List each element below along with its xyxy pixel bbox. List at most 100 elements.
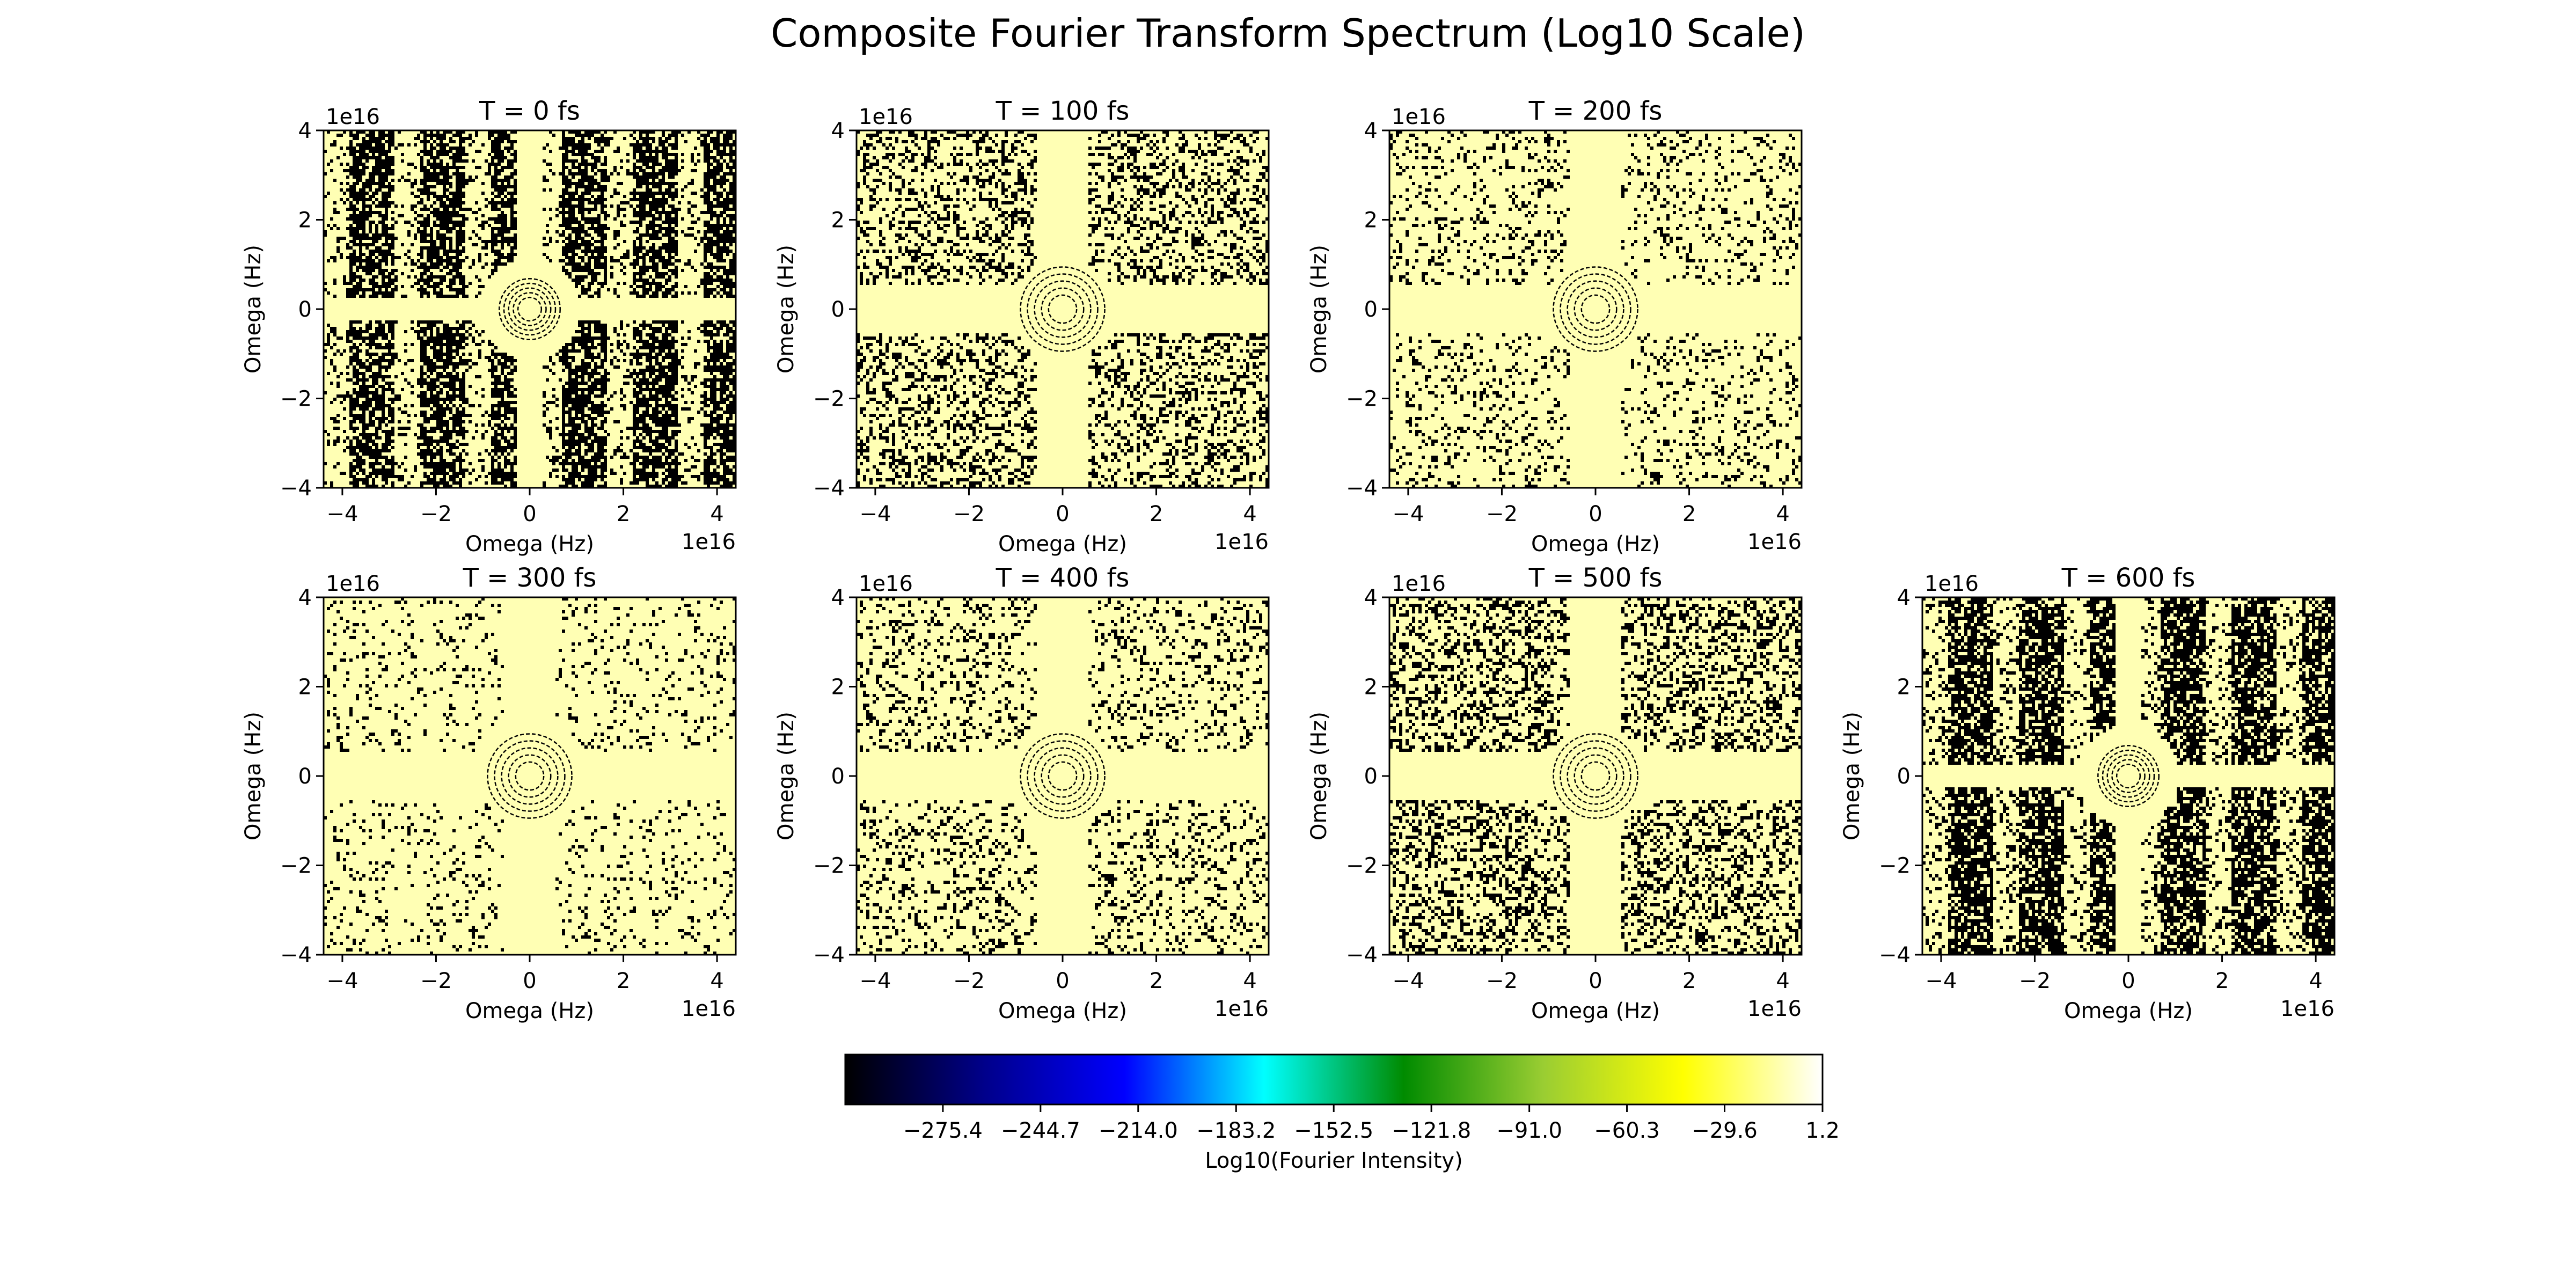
x-tick-label: 4 <box>1243 502 1256 526</box>
x-tick-label: −4 <box>326 502 358 526</box>
ring-contour-2 <box>1034 280 1092 338</box>
colorbar-tick-label: −29.6 <box>1692 1118 1758 1143</box>
x-axis-label: Omega (Hz) <box>2064 999 2193 1023</box>
ring-contour-1 <box>1574 754 1618 798</box>
x-tick-label: −4 <box>1392 502 1424 526</box>
ring-contour-2 <box>1567 280 1624 338</box>
y-tick-label: 4 <box>1897 586 1911 610</box>
ring-contour-3 <box>494 740 566 812</box>
noise-field <box>1922 597 2334 955</box>
y-tick-label: 0 <box>1897 764 1911 789</box>
x-tick-label: −4 <box>859 969 891 993</box>
y-tick-label: −2 <box>813 854 845 879</box>
ring-contour-2 <box>508 287 552 331</box>
x-tick-label: 0 <box>1589 969 1602 993</box>
y-axis-label: Omega (Hz) <box>774 245 799 374</box>
x-tick-label: −2 <box>420 502 452 526</box>
y-tick-label: 2 <box>1364 675 1378 700</box>
noise-field <box>324 597 736 955</box>
ring-contours <box>1549 262 1642 356</box>
y-tick-label: 0 <box>298 764 312 789</box>
panel-title: T = 600 fs <box>2061 563 2196 593</box>
x-tick-label: −2 <box>953 502 985 526</box>
panel-title: T = 200 fs <box>1528 96 1663 126</box>
panel-5: −4 −2 0 2 4 −4 −2 0 2 4 1e16 1e16 Omega (Hz) Omega (H… <box>1307 563 1803 1023</box>
ring-contour-1 <box>1574 287 1618 331</box>
ring-contour-0 <box>517 296 543 322</box>
x-axis-label: Omega (Hz) <box>998 999 1127 1023</box>
panel-4: −4 −2 0 2 4 −4 −2 0 2 4 1e16 1e16 Omega (Hz) Omega (H… <box>774 563 1270 1023</box>
y-scale-offset: 1e16 <box>859 572 913 596</box>
x-tick-label: 2 <box>1150 969 1163 993</box>
y-tick-label: 4 <box>1364 586 1378 610</box>
y-scale-offset: 1e16 <box>326 105 380 129</box>
x-scale-offset: 1e16 <box>682 997 736 1021</box>
ring-contour-0 <box>1048 761 1078 791</box>
ring-contour-0 <box>1580 761 1611 791</box>
y-tick-label: 2 <box>298 208 312 233</box>
panel-2: −4 −2 0 2 4 −4 −2 0 2 4 1e16 1e16 Omega (Hz) Omega (H… <box>1307 96 1803 557</box>
x-axis-label: Omega (Hz) <box>465 999 594 1023</box>
panel-title: T = 0 fs <box>479 96 580 126</box>
x-tick-label: 0 <box>523 502 536 526</box>
x-tick-label: 0 <box>1056 502 1069 526</box>
x-tick-label: 2 <box>617 502 630 526</box>
ring-contour-3 <box>503 282 557 336</box>
x-tick-label: −2 <box>953 969 985 993</box>
colorbar-tick-label: −214.0 <box>1099 1118 1178 1143</box>
x-tick-label: −2 <box>420 969 452 993</box>
y-axis-label: Omega (Hz) <box>241 245 266 374</box>
x-tick-label: 4 <box>1243 969 1256 993</box>
y-tick-label: 4 <box>831 119 845 143</box>
ring-contour-2 <box>1567 747 1624 805</box>
x-tick-label: −2 <box>2019 969 2051 993</box>
ring-contour-4 <box>2097 745 2160 807</box>
x-tick-label: −2 <box>1486 969 1518 993</box>
y-tick-label: −4 <box>813 943 845 968</box>
x-tick-label: −4 <box>1925 969 1957 993</box>
ring-contour-4 <box>499 278 561 340</box>
y-tick-label: 0 <box>1364 764 1378 789</box>
colorbar-tick-label: −91.0 <box>1496 1118 1562 1143</box>
x-tick-label: 0 <box>2121 969 2135 993</box>
x-tick-label: 0 <box>1056 969 1069 993</box>
x-tick-label: −4 <box>1392 969 1424 993</box>
panel-6: −4 −2 0 2 4 −4 −2 0 2 4 1e16 1e16 Omega (Hz) Omega (H… <box>1840 563 2336 1023</box>
x-tick-label: 4 <box>710 502 723 526</box>
ring-contour-4 <box>1553 266 1638 352</box>
y-tick-label: −4 <box>813 476 845 501</box>
ring-contour-1 <box>2111 759 2146 793</box>
x-scale-offset: 1e16 <box>682 530 736 554</box>
y-tick-label: 4 <box>1364 119 1378 143</box>
noise-field <box>1389 130 1802 488</box>
x-axis-label: Omega (Hz) <box>1531 532 1660 557</box>
x-scale-offset: 1e16 <box>1747 997 1802 1021</box>
y-tick-label: −4 <box>280 476 312 501</box>
colorbar-tick-label: −244.7 <box>1001 1118 1080 1143</box>
panel-1: −4 −2 0 2 4 −4 −2 0 2 4 1e16 1e16 Omega (Hz) Omega (H… <box>774 96 1270 557</box>
x-tick-label: −4 <box>859 502 891 526</box>
ring-contour-4 <box>1020 733 1106 819</box>
ring-contour-3 <box>1560 273 1631 345</box>
panels-group: −4 −2 0 2 4 −4 −2 0 2 4 1e16 1e16 Omega (Hz) Omega (H… <box>241 96 2336 1023</box>
y-tick-label: −2 <box>1879 854 1911 879</box>
y-tick-label: −4 <box>1346 943 1378 968</box>
x-tick-label: −2 <box>1486 502 1518 526</box>
ring-contours <box>1016 262 1109 356</box>
colorbar-gradient <box>844 1053 1824 1106</box>
y-tick-label: 4 <box>298 119 312 143</box>
x-tick-label: 2 <box>1682 502 1696 526</box>
y-axis-label: Omega (Hz) <box>774 712 799 840</box>
x-tick-label: 2 <box>1682 969 1696 993</box>
y-tick-label: 2 <box>298 675 312 700</box>
y-tick-label: −4 <box>280 943 312 968</box>
y-tick-label: 4 <box>831 586 845 610</box>
y-axis-label: Omega (Hz) <box>1307 245 1331 374</box>
colorbar-tick-label: −275.4 <box>903 1118 983 1143</box>
y-tick-label: 4 <box>298 586 312 610</box>
x-axis-label: Omega (Hz) <box>1531 999 1660 1023</box>
y-tick-label: −2 <box>1346 854 1378 879</box>
ring-contour-1 <box>513 292 547 326</box>
y-tick-label: −2 <box>280 854 312 879</box>
y-scale-offset: 1e16 <box>1392 105 1446 129</box>
